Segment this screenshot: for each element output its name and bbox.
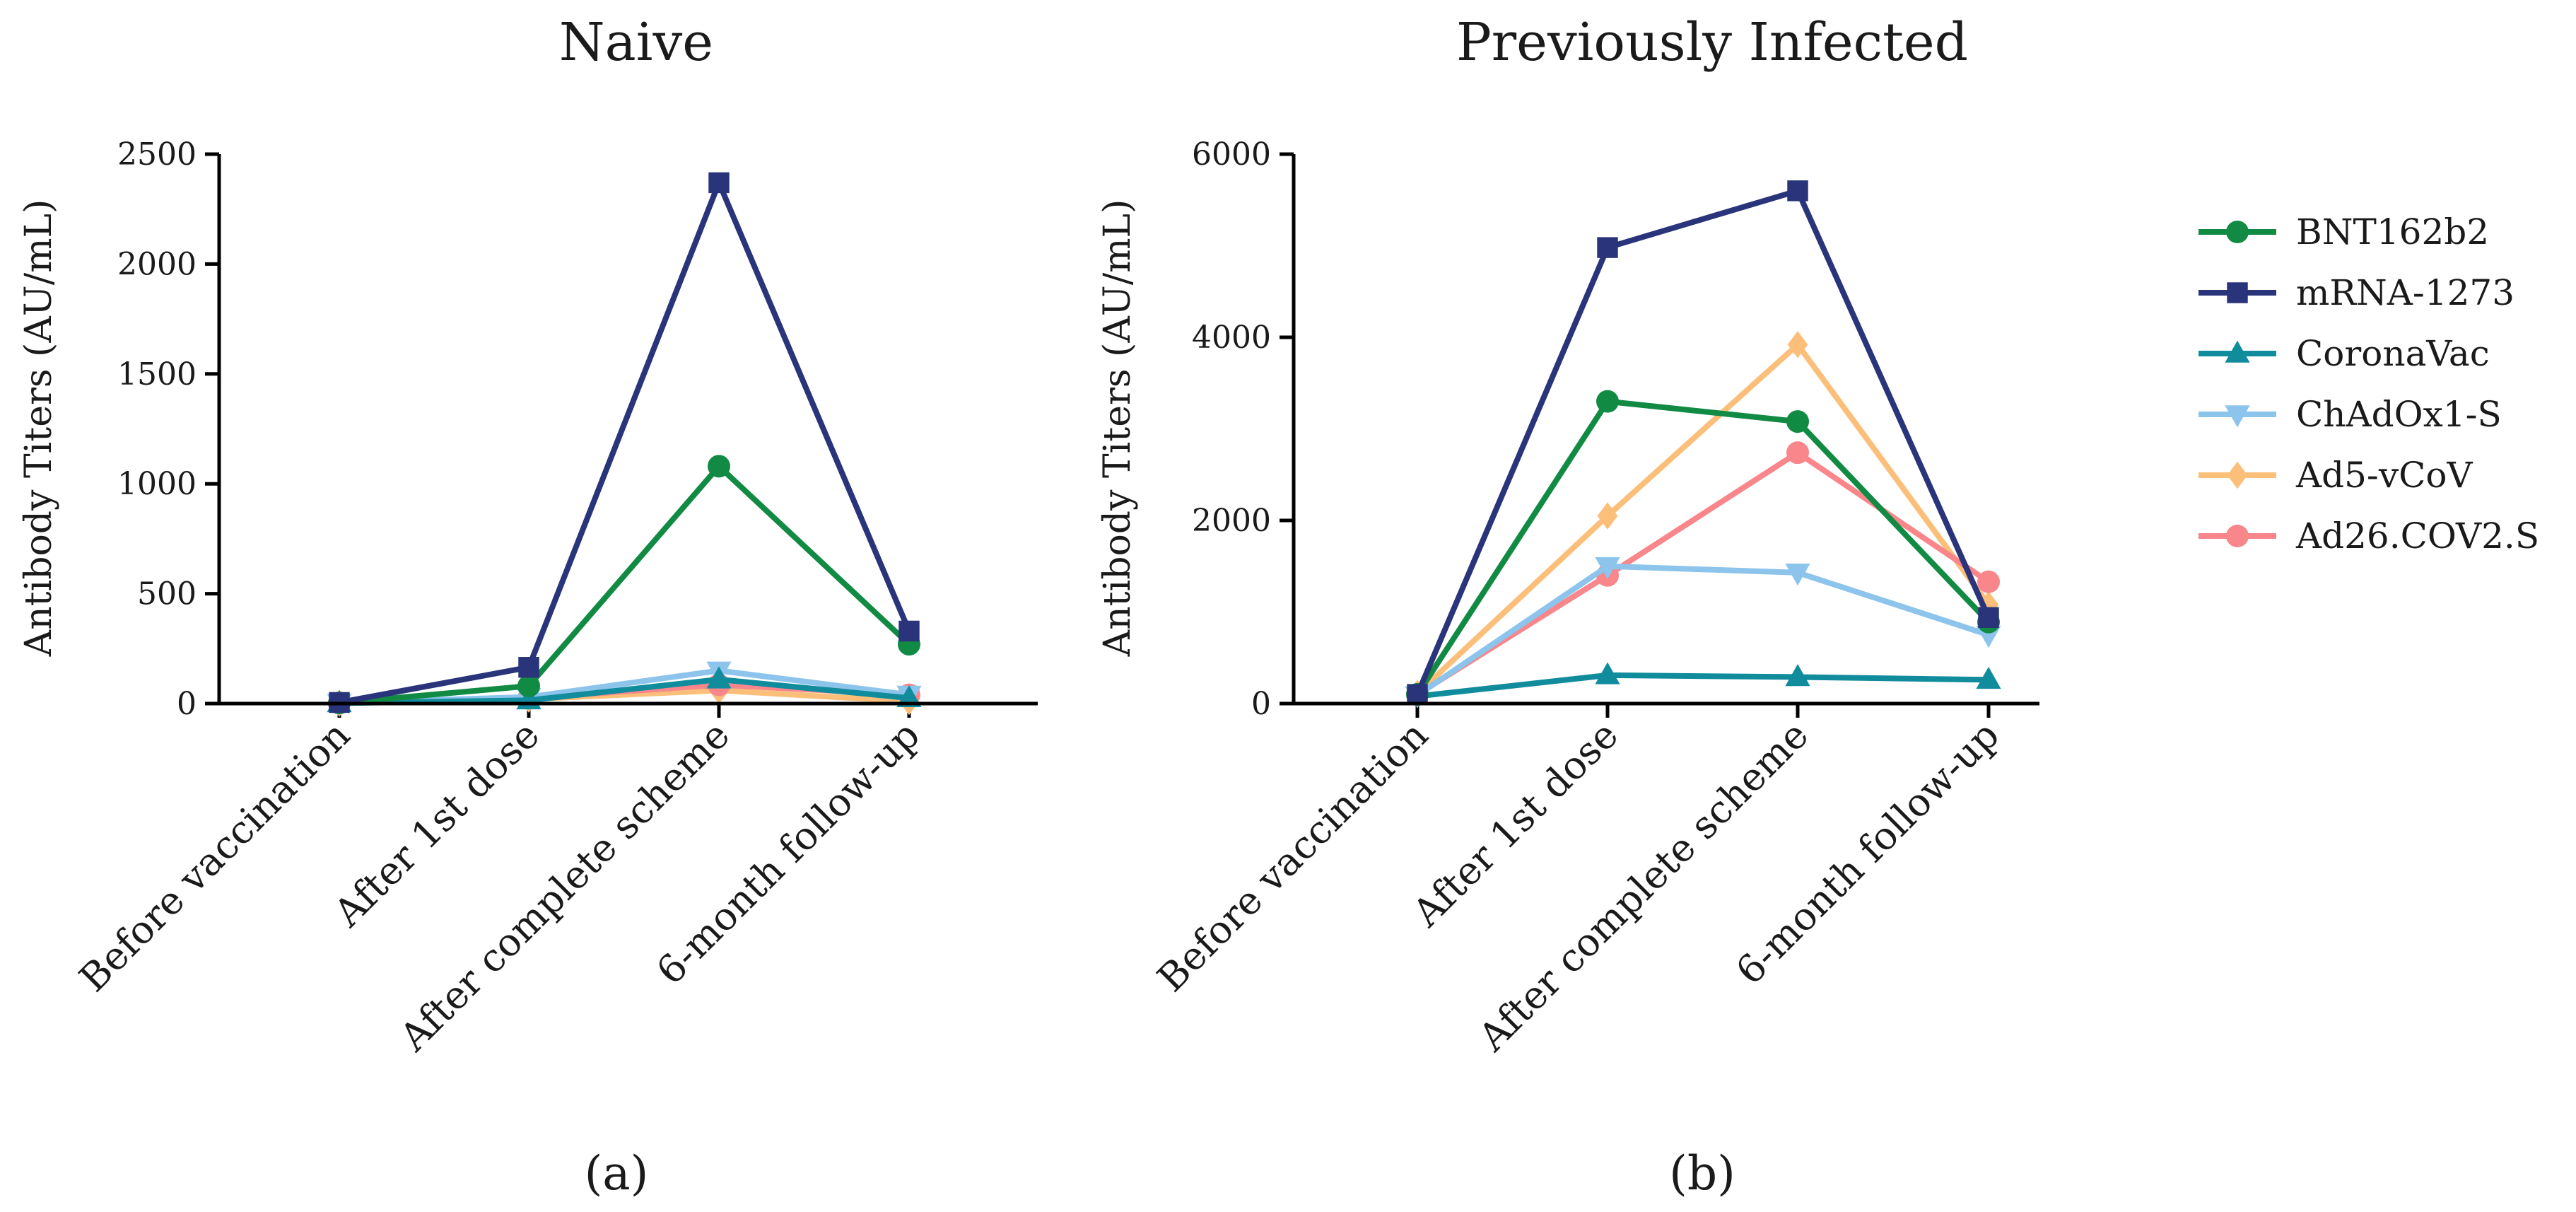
point-naive-coronavac-2: [706, 666, 732, 689]
legend-marker-coronavac: [2225, 340, 2250, 363]
y-tick-label-previously-infected-0: 0: [1251, 686, 1271, 722]
panel-label-a: (a): [585, 1146, 649, 1201]
point-previously-infected-ad5-vcov-2: [1787, 331, 1808, 359]
series-previously-infected-coronavac: [1405, 662, 2001, 706]
point-previously-infected-coronavac-3: [1976, 666, 2001, 689]
series-previously-infected: [1405, 180, 2001, 709]
point-previously-infected-chadox1-s-2: [1785, 564, 1810, 586]
y-tick-label-naive-1500: 1500: [117, 356, 197, 392]
point-previously-infected-ad26-cov2-s-2: [1786, 441, 1809, 465]
point-previously-infected-coronavac-1: [1595, 662, 1620, 684]
point-previously-infected-mrna-1273-0: [1407, 684, 1428, 705]
point-previously-infected-mrna-1273-2: [1787, 180, 1808, 202]
line-previously-infected-bnt162b2: [1415, 398, 1991, 697]
legend-item-bnt162b2: BNT162b2: [2199, 211, 2489, 252]
legend-label-bnt162b2: BNT162b2: [2296, 211, 2489, 252]
x-tick-label-previously-infected-after-1st-dose: After 1st dose: [1404, 713, 1627, 936]
x-tick-label-naive-after-complete-scheme: After complete scheme: [391, 713, 739, 1061]
series-naive-mrna-1273: [329, 172, 920, 713]
line-previously-infected-chadox1-s: [1415, 563, 1990, 698]
point-previously-infected-ad5-vcov-1: [1597, 502, 1618, 530]
legend-item-coronavac: CoronaVac: [2199, 333, 2490, 374]
point-previously-infected-coronavac-2: [1785, 664, 1810, 687]
y-ticks-previously-infected: 0 2000 4000 6000: [1192, 136, 1294, 722]
chart-title-previously-infected: Previously Infected: [1456, 12, 1968, 73]
line-naive-bnt162b2: [339, 463, 911, 706]
legend-marker-bnt162b2: [2226, 221, 2249, 243]
line-previously-infected-ad26-cov2-s: [1415, 450, 1991, 697]
panel-naive: Naive Antibody Titers (AU/mL) 0 500 1000 15…: [18, 12, 1038, 1201]
legend-label-mrna-1273: mRNA-1273: [2296, 272, 2514, 313]
chart-title-naive: Naive: [559, 12, 713, 73]
legend-label-coronavac: CoronaVac: [2296, 333, 2490, 374]
panel-label-b: (b): [1669, 1146, 1735, 1201]
legend-marker-ad26-cov2-s: [2226, 525, 2249, 547]
series-naive-bnt162b2: [328, 455, 920, 715]
point-previously-infected-bnt162b2-1: [1596, 390, 1619, 413]
point-naive-bnt162b2-1: [517, 675, 540, 698]
legend-item-ad5-vcov: Ad5-vCoV: [2199, 455, 2473, 496]
point-previously-infected-ad26-cov2-s-3: [1977, 570, 2000, 593]
y-axis-label-naive: Antibody Titers (AU/mL): [18, 199, 60, 658]
y-tick-label-naive-1000: 1000: [117, 466, 197, 502]
legend-item-chadox1-s: ChAdOx1-S: [2199, 394, 2502, 435]
y-tick-label-naive-500: 500: [137, 576, 197, 612]
point-previously-infected-bnt162b2-2: [1786, 410, 1809, 433]
x-tick-label-previously-infected-after-complete-scheme: After complete scheme: [1470, 713, 1817, 1061]
legend-marker-ad5-vcov: [2227, 461, 2248, 489]
series-previously-infected-mrna-1273: [1407, 180, 1999, 705]
y-ticks-naive: 0 500 1000 1500 2000 2500: [117, 136, 219, 722]
y-tick-label-naive-0: 0: [177, 686, 197, 722]
panel-previously-infected: Previously Infected Antibody Titers (AU/…: [1096, 12, 2039, 1201]
series-previously-infected-ad5-vcov: [1407, 331, 1999, 707]
y-tick-label-previously-infected-6000: 6000: [1192, 136, 1271, 173]
legend-label-chadox1-s: ChAdOx1-S: [2296, 394, 2502, 435]
legend-label-ad26-cov2-s: Ad26.COV2.S: [2295, 515, 2539, 557]
series-naive: [327, 172, 922, 717]
y-tick-label-previously-infected-4000: 4000: [1192, 320, 1271, 356]
legend-label-ad5-vcov: Ad5-vCoV: [2295, 455, 2473, 496]
point-naive-mrna-1273-3: [898, 620, 920, 642]
legend-marker-chadox1-s: [2225, 405, 2250, 428]
legend: BNT162b2 mRNA-1273 CoronaVac ChAdOx1-S Ad5-v…: [2199, 211, 2539, 557]
point-previously-infected-chadox1-s-1: [1595, 557, 1620, 580]
x-tick-label-naive-after-1st-dose: After 1st dose: [325, 713, 549, 936]
line-naive-coronavac: [339, 676, 910, 706]
point-naive-mrna-1273-2: [708, 172, 730, 194]
point-naive-bnt162b2-2: [708, 455, 730, 478]
y-tick-label-previously-infected-2000: 2000: [1192, 503, 1271, 539]
legend-marker-mrna-1273: [2227, 282, 2248, 303]
line-previously-infected-mrna-1273: [1415, 187, 1991, 696]
line-naive-mrna-1273: [339, 180, 912, 706]
point-naive-mrna-1273-1: [518, 656, 539, 678]
y-tick-label-naive-2000: 2000: [117, 246, 197, 282]
point-naive-coronavac-3: [896, 684, 922, 708]
point-previously-infected-mrna-1273-3: [1978, 607, 1999, 628]
x-tick-label-previously-infected-before-vaccination: Before vaccination: [1149, 713, 1436, 1001]
x-tick-label-naive-before-vaccination: Before vaccination: [71, 713, 358, 1001]
y-axis-label-previously-infected: Antibody Titers (AU/mL): [1096, 199, 1139, 658]
line-previously-infected-coronavac: [1417, 672, 1989, 699]
line-previously-infected-ad5-vcov: [1415, 342, 1991, 696]
legend-item-mrna-1273: mRNA-1273: [2199, 272, 2514, 313]
point-previously-infected-mrna-1273-1: [1597, 237, 1618, 258]
legend-item-ad26-cov2-s: Ad26.COV2.S: [2199, 515, 2539, 557]
y-tick-label-naive-2500: 2500: [117, 136, 197, 173]
